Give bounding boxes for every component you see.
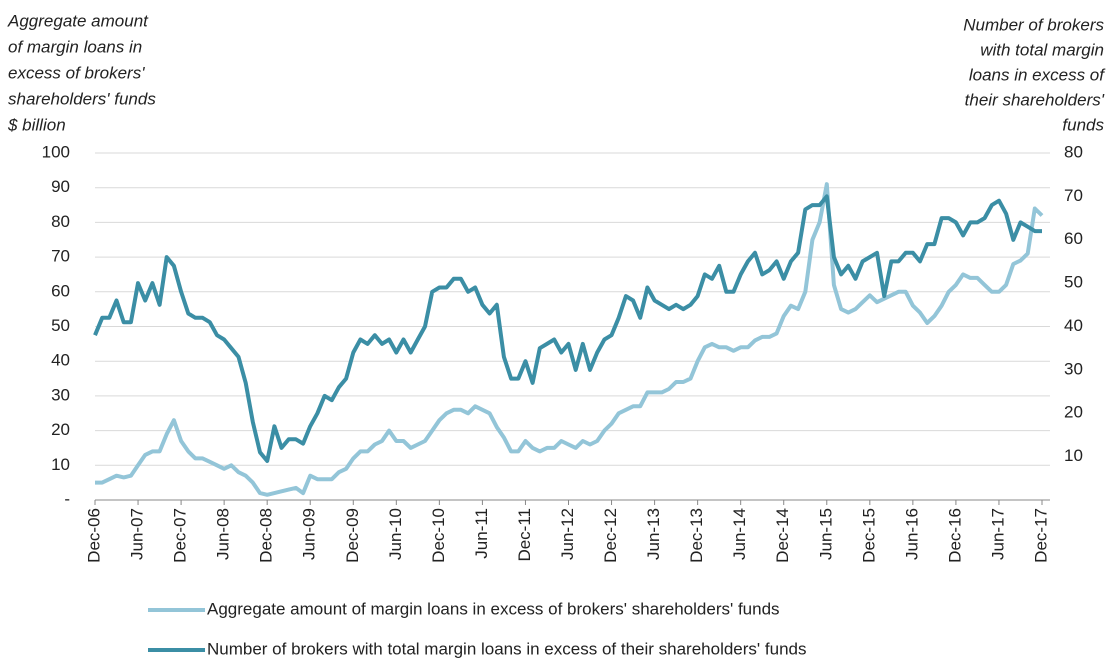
y-tick-label: 30 — [51, 385, 70, 404]
y-tick-label: 80 — [51, 212, 70, 231]
x-tick-label: Jun-07 — [128, 508, 147, 560]
x-tick-label: Dec-13 — [687, 508, 706, 563]
y2-tick-label: 30 — [1064, 359, 1083, 378]
x-tick-label: Dec-15 — [859, 508, 878, 563]
y-tick-label: 50 — [51, 316, 70, 335]
y-axis-title: of margin loans in — [8, 37, 142, 56]
y2-tick-label: 20 — [1064, 403, 1083, 422]
x-tick-label: Jun-16 — [902, 508, 921, 560]
y-axis-title: $ billion — [7, 115, 66, 134]
y2-axis-title: Number of brokers — [963, 15, 1104, 34]
y-tick-label: 60 — [51, 281, 70, 300]
series-line — [95, 182, 1044, 497]
y-tick-label: 10 — [51, 455, 70, 474]
x-tick-label: Jun-10 — [386, 508, 405, 560]
y-tick-label: 100 — [42, 142, 70, 161]
y2-axis-title: loans in excess of — [969, 65, 1106, 84]
x-tick-label: Jun-13 — [644, 508, 663, 560]
y2-axis-title: their shareholders' — [965, 90, 1105, 109]
y-tick-label: 40 — [51, 351, 70, 370]
y2-tick-label: 10 — [1064, 446, 1083, 465]
x-tick-label: Jun-11 — [472, 508, 491, 559]
y2-tick-label: 50 — [1064, 273, 1083, 292]
x-tick-label: Dec-17 — [1031, 508, 1050, 563]
y-tick-label: - — [64, 489, 70, 508]
y2-tick-label: 80 — [1064, 142, 1083, 161]
x-tick-label: Dec-08 — [257, 508, 276, 563]
y2-axis-title: with total margin — [980, 40, 1104, 59]
x-tick-label: Jun-12 — [558, 508, 577, 560]
x-tick-label: Jun-15 — [816, 508, 835, 560]
y2-axis-title: funds — [1062, 115, 1104, 134]
y-axis-title: shareholders' funds — [8, 89, 156, 108]
y-axis-title: excess of brokers' — [8, 63, 145, 82]
y2-tick-label: 70 — [1064, 186, 1083, 205]
y-tick-label: 20 — [51, 420, 70, 439]
y-tick-label: 90 — [51, 177, 70, 196]
x-tick-label: Jun-17 — [988, 508, 1007, 560]
x-tick-label: Dec-06 — [84, 508, 103, 563]
x-tick-label: Jun-09 — [300, 508, 319, 560]
x-tick-label: Jun-08 — [214, 508, 233, 560]
series-line — [93, 194, 1042, 463]
x-tick-label: Dec-14 — [773, 508, 792, 563]
legend-label: Aggregate amount of margin loans in exce… — [207, 599, 780, 618]
legend-label: Number of brokers with total margin loan… — [207, 639, 806, 658]
x-tick-label: Dec-07 — [171, 508, 190, 563]
x-tick-label: Jun-14 — [730, 508, 749, 560]
y-axis-title: Aggregate amount — [7, 11, 149, 30]
y-tick-label: 70 — [51, 247, 70, 266]
y2-tick-label: 60 — [1064, 229, 1083, 248]
x-tick-label: Dec-09 — [343, 508, 362, 563]
x-tick-label: Dec-10 — [429, 508, 448, 563]
x-tick-label: Dec-16 — [945, 508, 964, 563]
y2-tick-label: 40 — [1064, 316, 1083, 335]
x-tick-label: Dec-12 — [601, 508, 620, 563]
x-tick-label: Dec-11 — [515, 508, 534, 562]
